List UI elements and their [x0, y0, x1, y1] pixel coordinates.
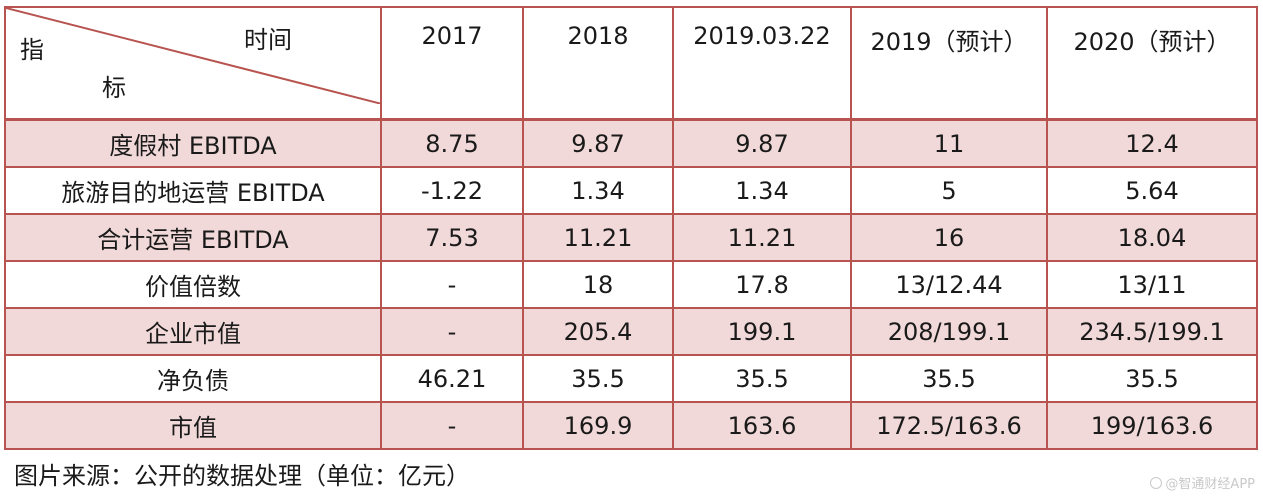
column-header: 2019.03.22: [672, 6, 852, 121]
table-row: 合计运营 EBITDA 7.53 11.21 11.21 16 18.04: [4, 213, 1258, 262]
table-cell: 7.53: [380, 213, 524, 262]
row-label: 度假村 EBITDA: [4, 118, 382, 168]
table-cell: 5.64: [1046, 166, 1258, 215]
table-cell: 1.34: [672, 166, 852, 215]
table-cell: 11: [850, 118, 1048, 168]
table-cell: 12.4: [1046, 118, 1258, 168]
table-cell: -: [380, 260, 524, 309]
watermark-text: @智通财经APP: [1165, 477, 1255, 492]
table-corner-cell: 时间 指 标: [4, 6, 382, 121]
table-cell: 16: [850, 213, 1048, 262]
table-cell: 35.5: [672, 354, 852, 403]
table-cell: 234.5/199.1: [1046, 307, 1258, 356]
table-cell: -: [380, 401, 524, 450]
table-row: 企业市值 - 205.4 199.1 208/199.1 234.5/199.1: [4, 307, 1258, 356]
watermark: @智通财经APP: [1150, 473, 1255, 492]
table-cell: 172.5/163.6: [850, 401, 1048, 450]
table-cell: 9.87: [522, 118, 674, 168]
corner-indicator-label-top: 指: [20, 36, 44, 64]
column-header: 2019（预计）: [850, 6, 1048, 121]
table-cell: 35.5: [1046, 354, 1258, 403]
row-label: 净负债: [4, 354, 382, 403]
table-cell: 5: [850, 166, 1048, 215]
source-note: 图片来源：公开的数据处理（单位：亿元）: [14, 462, 470, 490]
row-label: 企业市值: [4, 307, 382, 356]
corner-indicator-label-bottom: 标: [102, 74, 126, 102]
table-cell: 13/12.44: [850, 260, 1048, 309]
table-cell: 205.4: [522, 307, 674, 356]
table-cell: 13/11: [1046, 260, 1258, 309]
table-cell: 1.34: [522, 166, 674, 215]
column-header: 2017: [380, 6, 524, 121]
column-header: 2020（预计）: [1046, 6, 1258, 121]
table-cell: 11.21: [672, 213, 852, 262]
table-cell: 163.6: [672, 401, 852, 450]
table-cell: 35.5: [522, 354, 674, 403]
table-header-row: 时间 指 标 2017 2018 2019.03.22 2019（预计） 202…: [4, 6, 1258, 121]
corner-time-label: 时间: [244, 26, 292, 54]
table-cell: -: [380, 307, 524, 356]
table-row: 度假村 EBITDA 8.75 9.87 9.87 11 12.4: [4, 118, 1258, 168]
watermark-logo-icon: [1150, 476, 1163, 489]
table-cell: 199/163.6: [1046, 401, 1258, 450]
table-row: 净负债 46.21 35.5 35.5 35.5 35.5: [4, 354, 1258, 403]
table-cell: 18: [522, 260, 674, 309]
table-cell: 8.75: [380, 118, 524, 168]
table-cell: 169.9: [522, 401, 674, 450]
table-cell: 46.21: [380, 354, 524, 403]
table-cell: 11.21: [522, 213, 674, 262]
column-header: 2018: [522, 6, 674, 121]
table-row: 价值倍数 - 18 17.8 13/12.44 13/11: [4, 260, 1258, 309]
row-label: 市值: [4, 401, 382, 450]
table-cell: 18.04: [1046, 213, 1258, 262]
table-row: 旅游目的地运营 EBITDA -1.22 1.34 1.34 5 5.64: [4, 166, 1258, 215]
table-cell: 17.8: [672, 260, 852, 309]
table-cell: 9.87: [672, 118, 852, 168]
table-cell: 208/199.1: [850, 307, 1048, 356]
data-table: 时间 指 标 2017 2018 2019.03.22 2019（预计） 202…: [4, 6, 1258, 450]
table-cell: -1.22: [380, 166, 524, 215]
row-label: 合计运营 EBITDA: [4, 213, 382, 262]
table-cell: 199.1: [672, 307, 852, 356]
table-cell: 35.5: [850, 354, 1048, 403]
row-label: 价值倍数: [4, 260, 382, 309]
table-row: 市值 - 169.9 163.6 172.5/163.6 199/163.6: [4, 401, 1258, 450]
row-label: 旅游目的地运营 EBITDA: [4, 166, 382, 215]
corner-diagonal-line: [6, 8, 382, 104]
